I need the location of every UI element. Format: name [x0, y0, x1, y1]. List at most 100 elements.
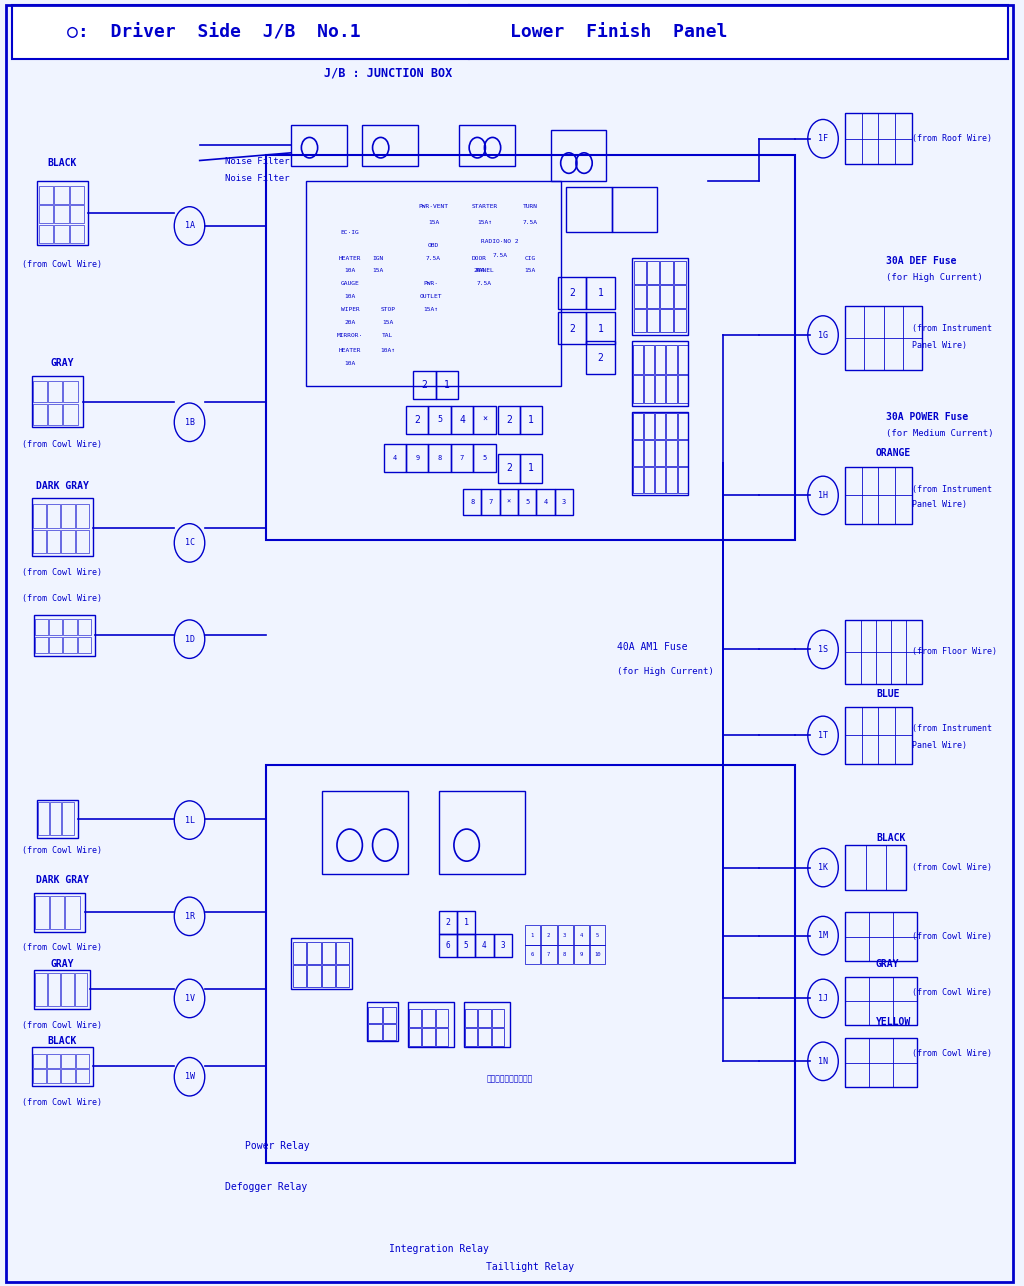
Bar: [644, 346, 654, 373]
Text: 10A: 10A: [344, 361, 355, 365]
Text: 2: 2: [547, 934, 550, 937]
Text: 1R: 1R: [184, 912, 195, 921]
Text: 2: 2: [506, 463, 512, 473]
Bar: [61, 1053, 75, 1067]
Text: 7.5A: 7.5A: [493, 253, 507, 258]
Bar: [660, 310, 673, 333]
Bar: [38, 802, 49, 836]
Bar: [633, 467, 643, 493]
Text: 10A: 10A: [344, 269, 355, 274]
Text: 10: 10: [594, 953, 600, 957]
Text: IGN: IGN: [372, 256, 383, 261]
Bar: [34, 970, 90, 1008]
Bar: [869, 937, 893, 961]
Bar: [846, 913, 916, 961]
Bar: [336, 964, 349, 986]
Bar: [886, 845, 906, 890]
Bar: [846, 467, 862, 495]
Bar: [32, 498, 93, 556]
Bar: [76, 1069, 89, 1083]
Bar: [307, 964, 321, 986]
Text: 2: 2: [569, 324, 574, 333]
Text: DOOR: DOOR: [472, 256, 486, 261]
Text: PWR·VENT: PWR·VENT: [419, 204, 449, 210]
Text: 40A AM1 Fuse: 40A AM1 Fuse: [616, 642, 687, 652]
Text: 1H: 1H: [818, 491, 828, 500]
Text: ×: ×: [507, 499, 511, 505]
Text: 1J: 1J: [818, 994, 828, 1003]
Bar: [407, 405, 428, 433]
Bar: [879, 706, 895, 736]
Text: 2: 2: [569, 288, 574, 297]
Text: 2: 2: [422, 381, 427, 390]
Bar: [33, 404, 47, 424]
Bar: [409, 1002, 454, 1047]
Text: OBD: OBD: [428, 243, 439, 248]
Bar: [660, 261, 673, 284]
Bar: [566, 188, 611, 233]
Text: (from Roof Wire): (from Roof Wire): [911, 134, 991, 143]
Text: 1N: 1N: [818, 1057, 828, 1066]
Text: Noise Filter: Noise Filter: [225, 157, 290, 166]
Bar: [558, 944, 572, 963]
Text: 1F: 1F: [818, 134, 828, 143]
Bar: [464, 1002, 510, 1047]
Bar: [846, 976, 869, 1001]
Bar: [520, 454, 543, 482]
Text: BLACK: BLACK: [48, 158, 77, 168]
Text: 4: 4: [393, 455, 397, 462]
Text: 5: 5: [482, 455, 486, 462]
Text: 15A: 15A: [382, 320, 393, 324]
Bar: [674, 261, 686, 284]
Bar: [846, 338, 864, 369]
Text: (for High Current): (for High Current): [886, 273, 983, 282]
Bar: [50, 896, 65, 930]
Bar: [478, 1028, 490, 1046]
Text: 2: 2: [597, 354, 603, 363]
Bar: [33, 530, 46, 553]
Bar: [906, 652, 922, 684]
Bar: [846, 1062, 869, 1087]
Bar: [66, 896, 80, 930]
Bar: [678, 440, 688, 466]
Text: 2: 2: [506, 414, 512, 424]
Bar: [39, 225, 53, 243]
Text: GRAY: GRAY: [876, 959, 899, 968]
Bar: [884, 306, 902, 338]
Bar: [906, 620, 922, 652]
Bar: [492, 1008, 504, 1026]
Bar: [63, 637, 77, 653]
Text: (from Cowl Wire): (from Cowl Wire): [23, 1021, 102, 1030]
Bar: [33, 504, 46, 527]
Bar: [846, 845, 906, 890]
Text: PANEL: PANEL: [475, 269, 494, 274]
Bar: [473, 444, 496, 472]
Bar: [678, 374, 688, 403]
Text: (for High Current): (for High Current): [616, 666, 714, 675]
Text: 1L: 1L: [184, 815, 195, 824]
Text: HEATER: HEATER: [339, 256, 361, 261]
Text: 1: 1: [597, 324, 603, 333]
Bar: [383, 1024, 396, 1039]
Bar: [35, 972, 47, 1006]
Bar: [632, 412, 688, 495]
Text: (from Instrument: (from Instrument: [911, 324, 991, 333]
Text: HEATER: HEATER: [339, 349, 361, 352]
Bar: [862, 113, 879, 139]
Bar: [48, 404, 62, 424]
Text: (from Cowl Wire): (from Cowl Wire): [23, 846, 102, 855]
Bar: [407, 444, 428, 472]
Text: 4: 4: [544, 499, 548, 505]
Text: (for Medium Current): (for Medium Current): [886, 430, 993, 439]
Text: CIG: CIG: [524, 256, 536, 261]
Text: 8: 8: [563, 953, 566, 957]
Text: 6: 6: [445, 941, 451, 950]
Bar: [35, 637, 48, 653]
Bar: [291, 125, 347, 166]
Bar: [410, 1008, 421, 1026]
Text: 7.5A: 7.5A: [477, 282, 492, 287]
Bar: [655, 374, 666, 403]
Bar: [864, 338, 884, 369]
Bar: [846, 113, 911, 165]
Text: 8: 8: [437, 455, 441, 462]
